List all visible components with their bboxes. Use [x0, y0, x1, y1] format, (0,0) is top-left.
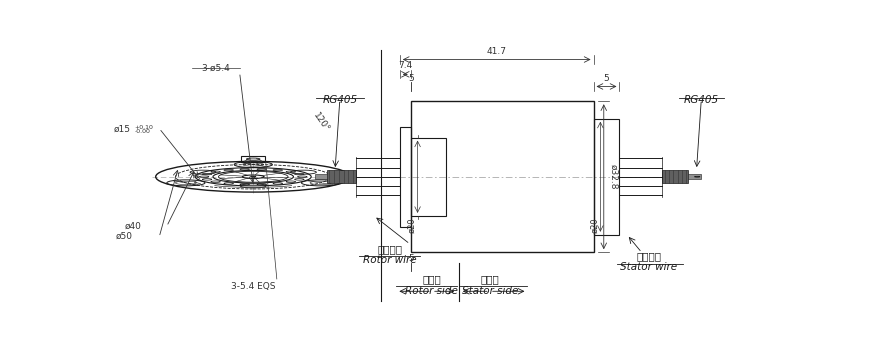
Text: 定子边: 定子边 [480, 274, 499, 285]
Text: 41.7: 41.7 [487, 47, 507, 56]
Text: ø50: ø50 [115, 232, 133, 241]
Bar [411, 101, 593, 252]
Text: 3-ø5.4: 3-ø5.4 [202, 64, 230, 73]
Bar [663, 170, 688, 183]
Text: +0.10: +0.10 [135, 125, 153, 130]
Bar [315, 174, 326, 180]
Text: 5: 5 [604, 74, 609, 83]
Text: Rotor side: Rotor side [406, 286, 458, 296]
Text: 转子边: 转子边 [422, 274, 441, 285]
Bar [593, 119, 620, 235]
Text: RG405: RG405 [322, 94, 357, 105]
Text: 3-5.4 EQS: 3-5.4 EQS [231, 282, 275, 290]
Bar [688, 174, 700, 180]
Text: ø20: ø20 [407, 217, 416, 233]
Text: Stator wire: Stator wire [620, 262, 678, 272]
Text: 5: 5 [408, 74, 414, 83]
Ellipse shape [251, 176, 256, 177]
Text: 定子出线: 定子出线 [636, 251, 661, 261]
Bar [411, 138, 446, 216]
Text: ø20: ø20 [590, 217, 599, 233]
Bar [326, 170, 356, 183]
Text: ø32.8: ø32.8 [609, 164, 619, 189]
Text: 120°: 120° [312, 111, 331, 134]
Text: ø15: ø15 [114, 125, 130, 133]
Text: 转子出线: 转子出线 [378, 244, 402, 254]
Text: Stator side: Stator side [462, 286, 518, 296]
Text: -0.00: -0.00 [135, 129, 150, 134]
Text: 7.4: 7.4 [398, 61, 413, 70]
Text: 5: 5 [408, 254, 414, 263]
Bar [400, 127, 411, 226]
Text: ø40: ø40 [125, 222, 142, 231]
Text: Rotor wire: Rotor wire [363, 255, 416, 265]
Bar [241, 156, 266, 162]
Text: RG405: RG405 [684, 94, 719, 105]
